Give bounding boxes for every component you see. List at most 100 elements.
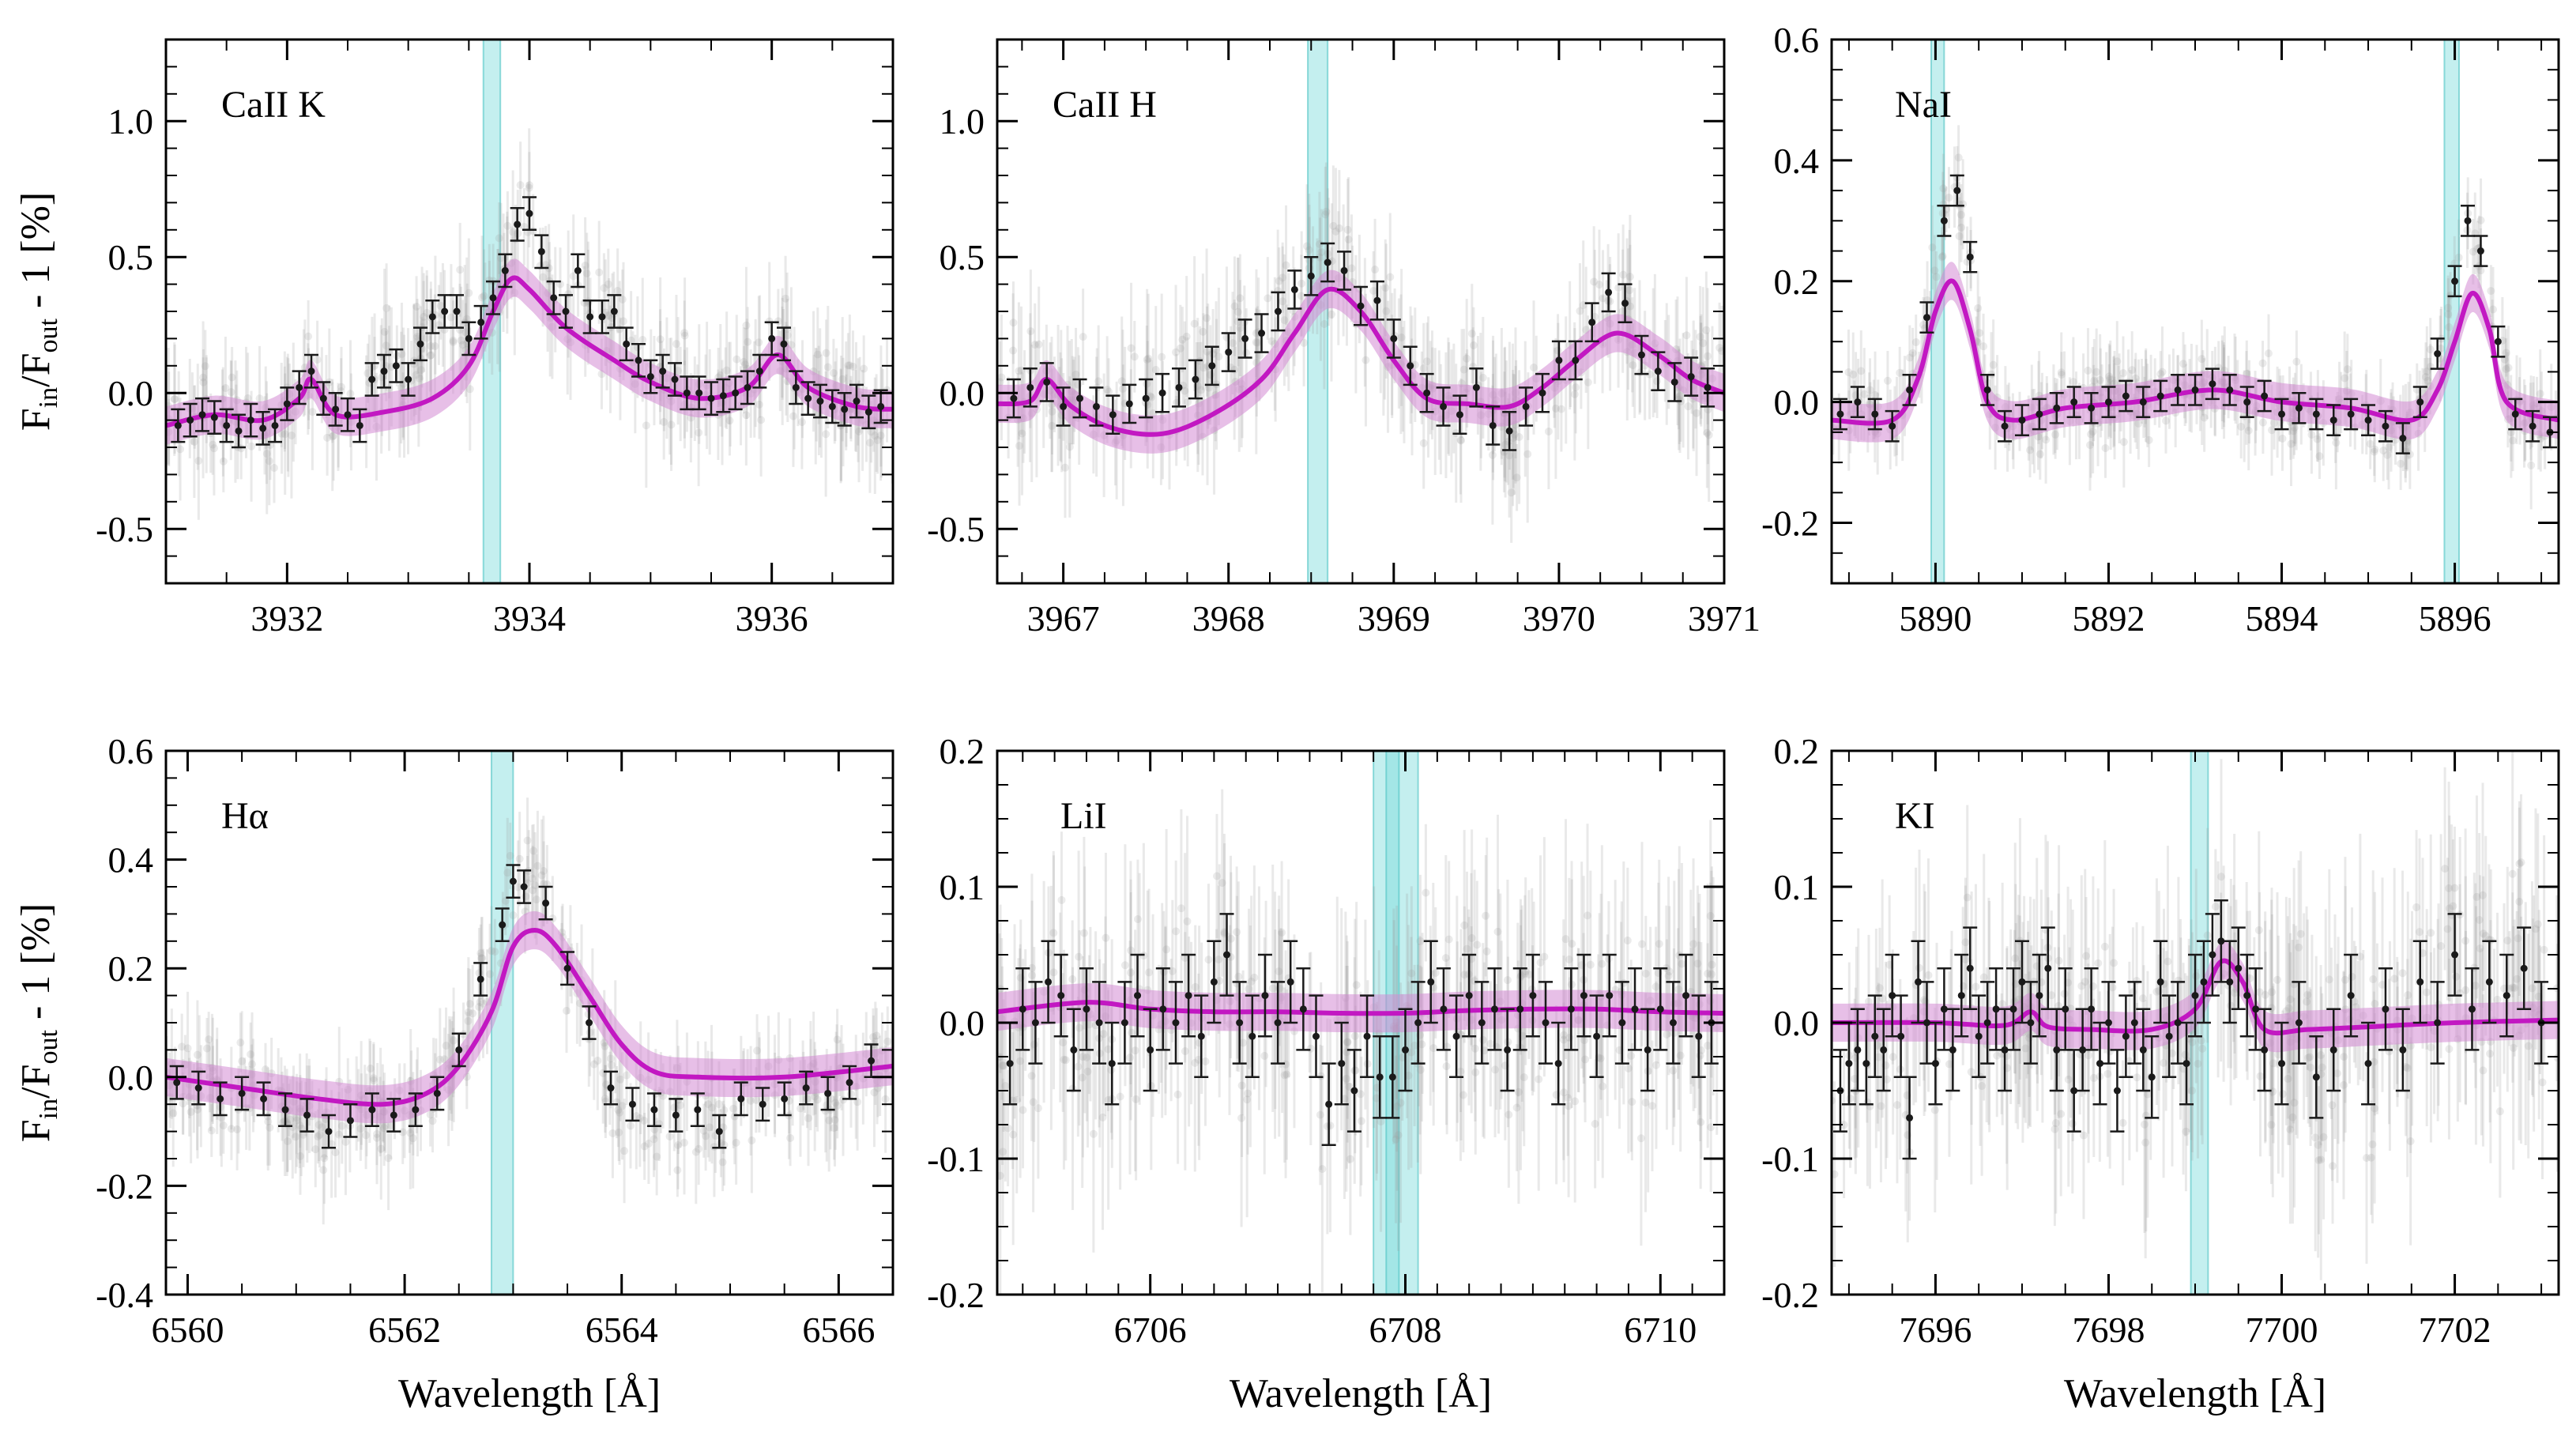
raw-point — [2445, 322, 2454, 331]
raw-point — [1561, 935, 1570, 944]
binned-point — [1390, 334, 1398, 342]
raw-point — [462, 315, 471, 323]
raw-point — [2509, 1043, 2518, 1052]
binned-point — [1889, 422, 1896, 430]
raw-point — [1416, 937, 1425, 945]
binned-point — [1225, 349, 1233, 356]
binned-point — [2104, 398, 2112, 406]
raw-point — [1016, 1057, 1025, 1065]
raw-point — [423, 334, 431, 342]
binned-point — [2036, 410, 2043, 418]
raw-point — [1075, 952, 1083, 961]
raw-point — [680, 1138, 688, 1147]
raw-point — [2143, 1090, 2152, 1099]
raw-point — [1162, 945, 1171, 954]
raw-point — [2244, 426, 2253, 435]
binned-point — [1299, 1005, 1307, 1013]
y-tick-label: -0.2 — [1761, 503, 1819, 544]
raw-point — [2504, 364, 2513, 372]
raw-point — [2403, 1064, 2412, 1072]
raw-point — [227, 1125, 235, 1133]
raw-point — [366, 1064, 375, 1072]
binned-point — [1258, 330, 1266, 337]
raw-point — [219, 457, 228, 466]
raw-point — [406, 1129, 415, 1137]
raw-point — [1149, 409, 1158, 418]
raw-point — [221, 383, 230, 392]
binned-point — [1210, 978, 1218, 986]
raw-point — [426, 352, 435, 360]
binned-point — [1567, 1005, 1575, 1013]
raw-point — [1945, 194, 1953, 202]
model-median-dashed — [166, 275, 893, 428]
raw-point — [867, 428, 876, 436]
binned-point — [550, 294, 558, 302]
raw-point — [1247, 977, 1256, 986]
binned-point — [1472, 383, 1480, 391]
binned-point — [1043, 378, 1051, 386]
raw-point — [699, 1126, 708, 1135]
raw-point — [2106, 375, 2115, 383]
binned-point — [804, 394, 812, 402]
raw-point — [1316, 253, 1324, 262]
raw-point — [1282, 1070, 1291, 1079]
model-median-dashed — [1832, 279, 2559, 426]
binned-point — [1407, 362, 1414, 370]
raw-point — [2118, 369, 2127, 378]
raw-point — [334, 1130, 343, 1139]
raw-point — [362, 1131, 371, 1140]
raw-point — [748, 1136, 756, 1144]
raw-point — [1704, 352, 1712, 360]
raw-point — [1697, 1118, 1705, 1126]
y-tick-label: 0.0 — [940, 373, 985, 413]
raw-point — [1226, 934, 1235, 943]
raw-point — [1939, 184, 1948, 193]
raw-point — [2385, 443, 2393, 452]
raw-point — [520, 222, 529, 231]
raw-point — [487, 947, 495, 956]
raw-point — [1564, 1094, 1572, 1103]
raw-point — [1229, 339, 1237, 348]
raw-point — [674, 1140, 683, 1149]
raw-point — [1127, 946, 1135, 955]
raw-point — [1473, 941, 1482, 949]
raw-point — [1551, 404, 1560, 413]
y-tick-label: 0.2 — [108, 948, 154, 989]
raw-point — [1201, 1057, 1210, 1065]
binned-point — [780, 340, 788, 348]
binned-point — [198, 411, 206, 419]
raw-point — [741, 360, 750, 369]
raw-point — [1079, 929, 1088, 937]
raw-point — [1323, 1122, 1331, 1131]
binned-point — [307, 368, 315, 375]
raw-point — [1059, 1039, 1068, 1047]
binned-point — [1456, 411, 1463, 419]
binned-point — [465, 334, 473, 342]
binned-point — [877, 402, 885, 410]
binned-point — [2278, 410, 2286, 418]
raw-point — [2269, 1059, 2278, 1068]
raw-point — [753, 1046, 762, 1055]
binned-point — [1060, 402, 1068, 410]
raw-point — [1703, 428, 1712, 437]
binned-point — [2382, 422, 2390, 430]
raw-point — [1441, 954, 1450, 963]
raw-point — [1131, 1046, 1139, 1055]
raw-point — [1327, 310, 1335, 319]
raw-point — [1151, 365, 1160, 374]
y-tick-label: 0.2 — [1774, 262, 1820, 302]
raw-point — [1203, 347, 1211, 356]
binned-point — [174, 421, 182, 429]
raw-point — [236, 1039, 245, 1047]
y-tick-label: 1.0 — [940, 101, 985, 141]
binned-point — [1695, 1032, 1703, 1040]
binned-point — [586, 1019, 593, 1027]
raw-point — [849, 362, 857, 371]
raw-point — [1664, 971, 1673, 980]
raw-point — [1407, 1048, 1415, 1057]
raw-point — [1127, 344, 1135, 352]
binned-point — [586, 313, 594, 321]
raw-point — [377, 1144, 386, 1153]
raw-point — [1181, 386, 1189, 395]
binned-point — [217, 1095, 224, 1103]
